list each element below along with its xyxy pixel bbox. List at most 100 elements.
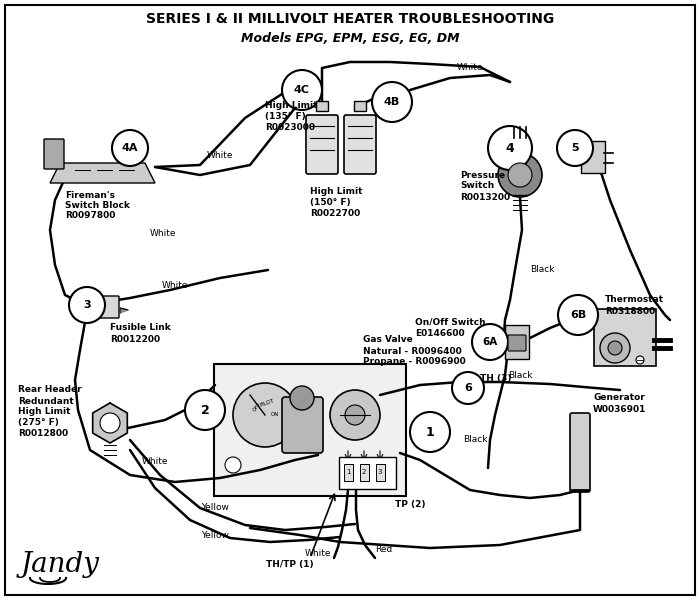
Text: R0012200: R0012200 (110, 335, 160, 343)
Text: White: White (456, 64, 483, 73)
Circle shape (508, 163, 532, 187)
Text: (275° F): (275° F) (18, 419, 59, 427)
Text: Pressure: Pressure (460, 170, 505, 179)
Text: R0318800: R0318800 (605, 307, 655, 316)
FancyBboxPatch shape (360, 463, 368, 481)
Text: W0036901: W0036901 (593, 404, 646, 413)
FancyBboxPatch shape (570, 413, 590, 492)
Circle shape (608, 341, 622, 355)
Text: R0023000: R0023000 (265, 122, 315, 131)
Text: PILOT: PILOT (259, 398, 275, 408)
Circle shape (557, 130, 593, 166)
Polygon shape (120, 308, 128, 313)
Text: Rear Header: Rear Header (18, 385, 82, 395)
Text: 6B: 6B (570, 310, 586, 320)
Text: Black: Black (508, 370, 532, 379)
Text: R0012800: R0012800 (18, 430, 68, 439)
Text: ON: ON (271, 413, 279, 418)
FancyBboxPatch shape (581, 141, 605, 173)
Text: 1: 1 (346, 469, 350, 475)
Text: Models EPG, EPM, ESG, EG, DM: Models EPG, EPM, ESG, EG, DM (241, 32, 459, 45)
Circle shape (410, 412, 450, 452)
Polygon shape (50, 163, 155, 183)
Text: Propane - R0096900: Propane - R0096900 (363, 358, 466, 367)
Text: Yellow: Yellow (201, 503, 229, 512)
Text: 3: 3 (378, 469, 382, 475)
Text: Redundant: Redundant (18, 397, 74, 406)
Text: White: White (141, 457, 168, 467)
Text: High Limit: High Limit (265, 100, 318, 109)
Polygon shape (92, 403, 127, 443)
FancyBboxPatch shape (316, 101, 328, 111)
Text: 4B: 4B (384, 97, 400, 107)
Text: Switch Block: Switch Block (65, 200, 130, 209)
Text: Red: Red (375, 545, 392, 554)
FancyBboxPatch shape (354, 101, 366, 111)
FancyBboxPatch shape (5, 5, 695, 595)
FancyBboxPatch shape (214, 364, 406, 496)
Circle shape (345, 405, 365, 425)
Text: High Limit: High Limit (18, 407, 71, 416)
Text: R0022700: R0022700 (310, 209, 360, 218)
Text: 6A: 6A (482, 337, 498, 347)
Text: White: White (304, 548, 331, 557)
Text: Fireman's: Fireman's (65, 191, 115, 199)
Circle shape (290, 386, 314, 410)
Text: 3: 3 (83, 300, 91, 310)
Text: 4: 4 (505, 142, 514, 154)
Circle shape (69, 287, 105, 323)
Text: OFF: OFF (251, 401, 262, 412)
Text: 6: 6 (464, 383, 472, 393)
Text: Black: Black (463, 436, 488, 445)
Circle shape (472, 324, 508, 360)
Circle shape (488, 126, 532, 170)
Text: TP (2): TP (2) (395, 500, 426, 509)
Circle shape (100, 413, 120, 433)
Circle shape (600, 333, 630, 363)
Text: 1: 1 (426, 425, 435, 439)
Circle shape (452, 372, 484, 404)
Text: TH (3): TH (3) (480, 373, 512, 383)
Text: On/Off Switch: On/Off Switch (415, 317, 486, 326)
Text: R0097800: R0097800 (65, 211, 116, 220)
Circle shape (330, 390, 380, 440)
Text: Yellow: Yellow (201, 530, 229, 539)
Text: E0146600: E0146600 (415, 329, 465, 337)
Circle shape (185, 390, 225, 430)
Text: Gas Valve: Gas Valve (363, 335, 413, 344)
Text: 5: 5 (571, 143, 579, 153)
Text: 4A: 4A (122, 143, 139, 153)
Circle shape (636, 356, 644, 364)
FancyBboxPatch shape (508, 335, 526, 351)
Text: Natural - R0096400: Natural - R0096400 (363, 346, 462, 355)
Text: Thermostat: Thermostat (605, 295, 664, 304)
FancyBboxPatch shape (344, 463, 353, 481)
Circle shape (112, 130, 148, 166)
Text: Jandy: Jandy (20, 551, 99, 578)
Circle shape (498, 153, 542, 197)
Text: Generator: Generator (593, 394, 645, 403)
Circle shape (233, 383, 297, 447)
Text: 4C: 4C (294, 85, 310, 95)
FancyBboxPatch shape (306, 115, 338, 174)
Circle shape (558, 295, 598, 335)
Text: White: White (162, 280, 188, 289)
Circle shape (225, 457, 241, 473)
Text: 2: 2 (201, 403, 209, 416)
FancyBboxPatch shape (282, 397, 323, 453)
FancyBboxPatch shape (339, 457, 396, 489)
Circle shape (372, 82, 412, 122)
Text: SERIES I & II MILLIVOLT HEATER TROUBLESHOOTING: SERIES I & II MILLIVOLT HEATER TROUBLESH… (146, 12, 554, 26)
FancyBboxPatch shape (375, 463, 384, 481)
Text: R0013200: R0013200 (460, 193, 510, 202)
Text: (150° F): (150° F) (310, 199, 351, 208)
FancyBboxPatch shape (344, 115, 376, 174)
FancyBboxPatch shape (44, 139, 64, 169)
Text: 2: 2 (362, 469, 366, 475)
FancyBboxPatch shape (505, 325, 529, 359)
Text: White: White (150, 229, 176, 238)
Text: Black: Black (530, 265, 554, 275)
FancyBboxPatch shape (594, 309, 656, 366)
Text: Switch: Switch (460, 181, 494, 191)
Text: White: White (206, 151, 233, 160)
